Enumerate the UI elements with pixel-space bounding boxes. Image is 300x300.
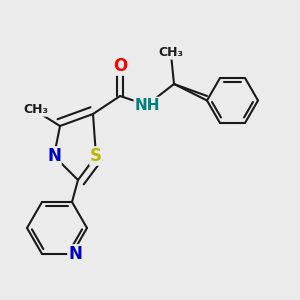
Text: N: N [68, 245, 82, 263]
Text: NH: NH [134, 98, 160, 112]
Text: S: S [90, 147, 102, 165]
Text: CH₃: CH₃ [158, 46, 184, 59]
Text: CH₃: CH₃ [23, 103, 49, 116]
Text: N: N [47, 147, 61, 165]
Text: O: O [113, 57, 127, 75]
